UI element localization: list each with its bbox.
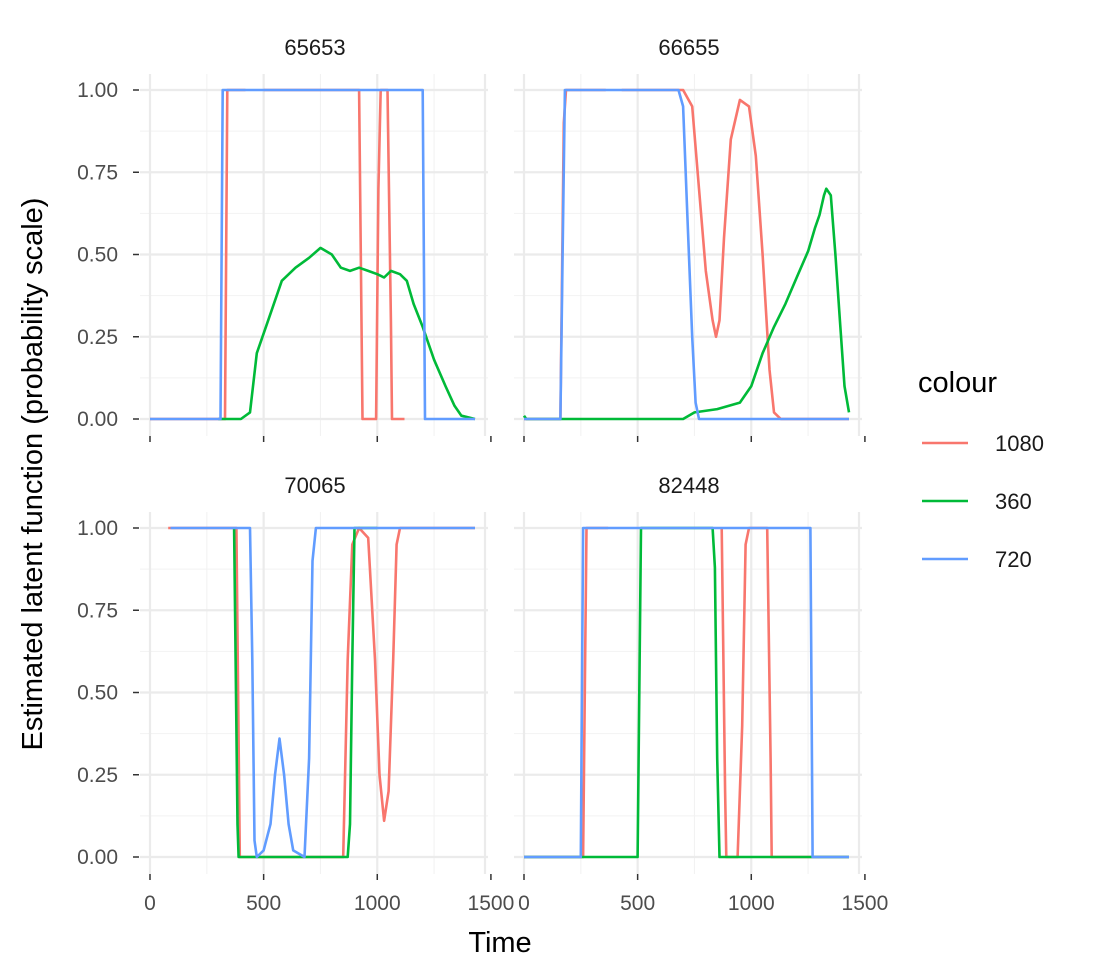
series-line-1080 bbox=[621, 88, 849, 421]
x-tick-label: 1000 bbox=[728, 892, 775, 915]
legend-label-720: 720 bbox=[995, 547, 1032, 572]
legend-keys: 1080 360 720 bbox=[922, 431, 1044, 572]
legend: colour 1080 360 720 bbox=[918, 367, 1044, 572]
legend-title: colour bbox=[918, 367, 997, 399]
panel-65653: 65653 0.00 0.25 0.50 0.75 1.00 bbox=[77, 35, 492, 442]
series-line-1080 bbox=[720, 526, 849, 859]
panel-70065: 70065 0.00 0.25 0.50 0.75 1.00 0 500 1000 1500 bbox=[77, 473, 514, 915]
series-line-720 bbox=[524, 526, 849, 859]
panel-66655: 66655 bbox=[514, 35, 866, 442]
x-tick-label: 0 bbox=[144, 892, 156, 915]
panels-layer: 65653 0.00 0.25 0.50 0.75 1.00 66655 70065 0.00 0… bbox=[77, 35, 888, 915]
series-line-720 bbox=[170, 526, 475, 859]
panel-title: 65653 bbox=[284, 35, 345, 60]
series-line-720 bbox=[150, 88, 475, 421]
series-line-360 bbox=[218, 246, 476, 421]
series-line-720 bbox=[524, 88, 849, 421]
y-tick-label: 0.50 bbox=[77, 244, 118, 267]
panel-title: 82448 bbox=[658, 473, 719, 498]
legend-label-360: 360 bbox=[995, 489, 1032, 514]
x-axis-title: Time bbox=[468, 927, 531, 959]
y-tick-label: 0.50 bbox=[77, 682, 118, 705]
y-tick-label: 0.25 bbox=[77, 326, 118, 349]
y-tick-label: 0.00 bbox=[77, 408, 118, 431]
panel-title: 70065 bbox=[284, 473, 345, 498]
x-tick-label: 1500 bbox=[468, 892, 515, 915]
y-tick-label: 0.75 bbox=[77, 599, 118, 622]
y-tick-label: 0.00 bbox=[77, 846, 118, 869]
y-tick-label: 1.00 bbox=[77, 517, 118, 540]
panel-title: 66655 bbox=[658, 35, 719, 60]
series-line-360 bbox=[524, 526, 849, 859]
series-line-1080 bbox=[263, 88, 405, 421]
x-tick-label: 1000 bbox=[354, 892, 401, 915]
panel-82448: 82448 0 500 1000 1500 bbox=[514, 473, 888, 915]
series-line-360 bbox=[232, 526, 378, 859]
legend-label-1080: 1080 bbox=[995, 431, 1044, 456]
series-line-360 bbox=[522, 187, 851, 421]
y-tick-label: 0.75 bbox=[77, 161, 118, 184]
x-tick-label: 1500 bbox=[842, 892, 889, 915]
y-tick-label: 0.25 bbox=[77, 764, 118, 787]
x-tick-label: 500 bbox=[246, 892, 281, 915]
x-tick-label: 500 bbox=[620, 892, 655, 915]
y-axis-title: Estimated latent function (probability s… bbox=[17, 198, 49, 751]
x-tick-label: 0 bbox=[518, 892, 530, 915]
y-tick-label: 1.00 bbox=[77, 79, 118, 102]
